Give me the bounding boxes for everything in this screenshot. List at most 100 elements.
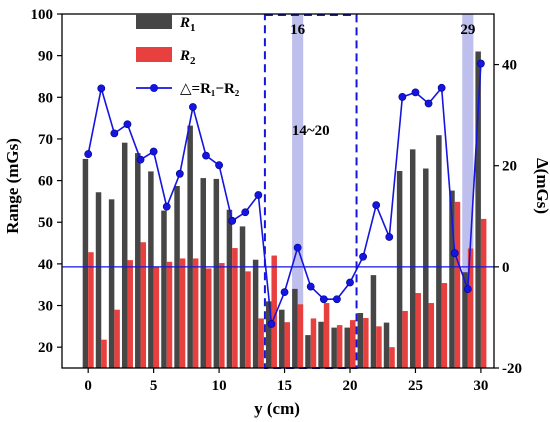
bar-r2 [415,293,421,368]
delta-point [319,295,328,304]
bar-r1 [383,322,390,368]
bar-r2 [454,201,461,368]
bar-layer [82,51,487,368]
x-tick-label: 25 [408,378,423,394]
bar-r1 [436,135,442,368]
bar-r1 [265,301,272,368]
bar-r1 [187,125,193,368]
delta-point [215,161,223,170]
delta-point [450,249,459,258]
delta-point [398,93,407,101]
y-tick-label: 90 [38,49,53,65]
bar-r2 [271,255,277,368]
bar-r2 [101,339,107,368]
delta-point [84,150,93,158]
x-tick-label: 5 [150,378,158,394]
bar-r2 [153,266,160,368]
bar-r2 [284,322,291,368]
delta-line-layer [84,59,485,328]
bar-r2 [206,268,212,368]
delta-point [359,252,367,261]
bar-r2 [297,304,304,368]
bar-r1 [292,288,298,368]
legend-swatch [136,14,172,29]
delta-point [136,155,145,164]
bar-r1 [449,190,455,368]
bar-r2 [428,303,435,368]
y-tick-label: 100 [31,7,54,23]
bar-r2 [88,252,94,368]
delta-point [241,208,250,217]
y-axis-title: Range (mGs) [3,138,22,234]
delta-series-line [87,63,482,325]
x-tick-label: 10 [212,378,227,394]
legend-label: R1 [179,15,196,34]
legend-swatch [136,47,172,62]
delta-point [110,129,119,138]
bar-r2 [323,303,330,368]
y2-tick-label: 20 [502,159,517,175]
bar-r1 [161,210,167,368]
bar-r1 [226,209,233,368]
legend-label: △=R₁−R₂ [180,81,240,97]
delta-point [267,320,276,328]
highlight-band [462,14,474,368]
bar-r1 [135,153,141,368]
delta-point [424,99,433,108]
bar-r1 [475,51,481,368]
bar-r1 [239,226,246,368]
delta-point [202,151,210,160]
legend-marker [150,84,158,92]
highlight-label: 29 [460,22,475,38]
delta-point [228,216,237,225]
delta-point [123,120,132,129]
legend-label: R2 [179,48,196,67]
y-tick-label: 20 [38,340,53,356]
bar-r1 [370,275,377,368]
highlight-band [292,14,304,368]
bar-r2 [441,283,448,368]
bar-r2 [140,242,147,368]
bar-r2 [232,248,238,368]
delta-point [293,243,302,252]
delta-point [346,278,354,287]
delta-point [411,88,420,97]
bar-r1 [396,171,403,368]
bar-r2 [467,248,474,368]
y2-tick-label: 0 [502,260,510,276]
bar-r2 [376,326,382,368]
delta-point [162,202,171,211]
region-box-layer: 14~20 [263,14,358,369]
highlight-band-layer: 16 29 [290,14,475,368]
delta-point [280,288,289,297]
delta-point [437,83,446,92]
delta-point [175,169,184,178]
plot-frame [61,13,495,369]
bar-r2 [363,318,369,368]
bar-r1 [108,199,115,368]
bar-r1 [121,142,128,368]
delta-point [149,147,158,156]
delta-point [306,282,315,291]
bar-r1 [148,171,154,368]
bar-r1 [200,178,206,368]
bar-r1 [279,309,285,368]
y-tick-label: 40 [38,257,53,273]
bar-r1 [344,327,350,368]
bar-r1 [318,321,324,368]
axis-layer: 0 5 10 15 20 25 30 20 30 40 50 60 70 80 90 100 -20 0 20 40 [31,7,523,394]
bar-r1 [95,192,102,368]
bar-r2 [402,310,408,368]
bar-r2 [166,261,173,368]
delta-point [477,59,485,68]
highlight-label: 16 [290,22,306,38]
delta-point [333,295,341,304]
x-tick-label: 0 [84,378,92,394]
bar-r2 [480,218,487,368]
bar-r2 [219,263,225,368]
bar-r2 [310,318,317,368]
x-tick-label: 15 [277,378,292,394]
y2-axis-title: Δ(mGs) [533,158,550,214]
bar-r1 [305,335,311,368]
